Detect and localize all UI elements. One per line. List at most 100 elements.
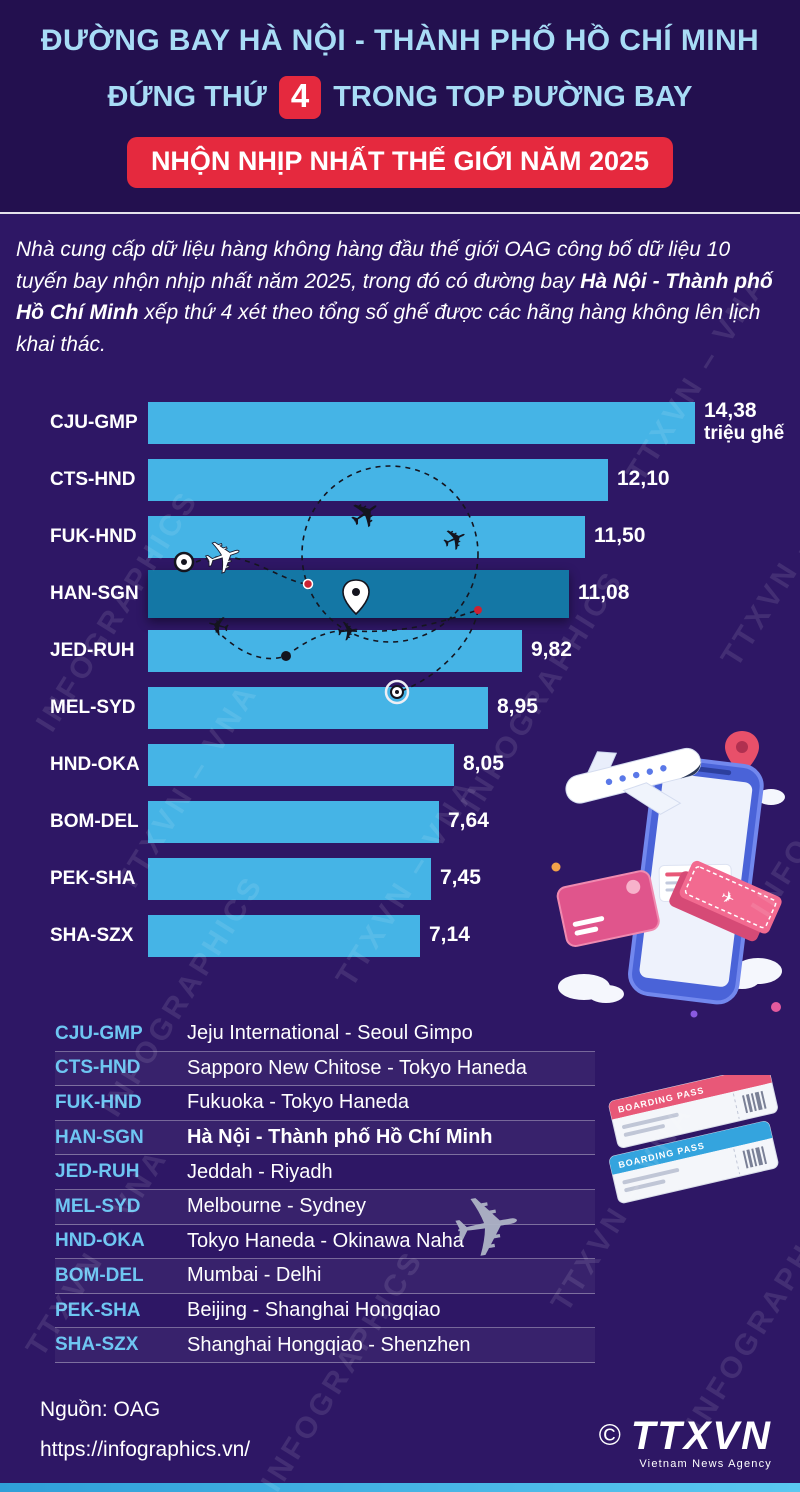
legend-row-cts-hnd: CTS-HND Sapporo New Chitose - Tokyo Haned… (55, 1051, 595, 1087)
legend-code: JED-RUH (55, 1161, 140, 1183)
bar-value: 7,45 (440, 866, 481, 890)
legend-row-sha-szx: SHA-SZX Shanghai Hongqiao - Shenzhen (55, 1328, 595, 1363)
bar-category-label: HAN-SGN (50, 582, 139, 604)
title-line2: ĐỨNG THỨ 4 TRONG TOP ĐƯỜNG BAY (10, 76, 790, 119)
bar-category-label: CTS-HND (50, 468, 136, 490)
bar-value: 14,38 triệu ghế (704, 399, 785, 445)
legend-row-han-sgn: HAN-SGN Hà Nội - Thành phố Hồ Chí Minh (55, 1120, 595, 1156)
bar-value: 7,64 (448, 809, 489, 833)
legend-row-jed-ruh: JED-RUH Jeddah - Riyadh (55, 1155, 595, 1190)
bar-track: 9,82 (148, 629, 800, 672)
intro-text-1: Nhà cung cấp dữ liệu hàng không hàng đầu… (16, 238, 731, 293)
intro-text-bold: Hà Nội - Thành phố Hồ Chí Minh (16, 269, 773, 325)
bar-rows-container: CJU-GMP 14,38 triệu ghế CTS-HND 12,10 FUK-HND… (0, 394, 800, 964)
bar-value: 11,08 (578, 581, 630, 605)
legend-rows-container: CJU-GMP Jeju International - Seoul Gimpo C… (55, 1017, 800, 1363)
agency-logo: © TTXVN Vietnam News Agency (599, 1416, 772, 1470)
bar-value: 8,05 (463, 752, 504, 776)
bar-value: 11,50 (594, 524, 646, 548)
header: ĐƯỜNG BAY HÀ NỘI - THÀNH PHỐ HỒ CHÍ MINH… (0, 0, 800, 212)
bar-track: 14,38 triệu ghế (148, 399, 800, 446)
legend-name: Fukuoka - Tokyo Haneda (187, 1091, 409, 1114)
legend-name: Sapporo New Chitose - Tokyo Haneda (187, 1056, 527, 1079)
legend-name: Tokyo Haneda - Okinawa Naha (187, 1229, 464, 1252)
legend-name: Shanghai Hongqiao - Shenzhen (187, 1333, 471, 1356)
bar-category-label: MEL-SYD (50, 696, 136, 718)
copyright-icon: © (598, 1419, 621, 1452)
legend-name: Melbourne - Sydney (187, 1195, 366, 1218)
bar-row-han-sgn: HAN-SGN 11,08 (0, 565, 800, 622)
bar-category-label: PEK-SHA (50, 867, 136, 889)
bar-row-hnd-oka: HND-OKA 8,05 (0, 736, 800, 793)
legend-name: Jeju International - Seoul Gimpo (187, 1022, 473, 1045)
route-legend: CJU-GMP Jeju International - Seoul Gimpo C… (0, 1017, 800, 1363)
title-line2-pre: ĐỨNG THỨ (107, 81, 267, 113)
footer: Nguồn: OAG https://infographics.vn/ © TT… (40, 1390, 772, 1470)
bar-row-sha-szx: SHA-SZX 7,14 (0, 907, 800, 964)
legend-row-bom-del: BOM-DEL Mumbai - Delhi (55, 1259, 595, 1294)
legend-code: CTS-HND (55, 1057, 141, 1079)
legend-name: Mumbai - Delhi (187, 1264, 322, 1287)
bar-value: 12,10 (617, 467, 670, 491)
title-line1: ĐƯỜNG BAY HÀ NỘI - THÀNH PHỐ HỒ CHÍ MINH (40, 24, 760, 57)
bar-row-pek-sha: PEK-SHA 7,45 (0, 850, 800, 907)
bar-row-bom-del: BOM-DEL 7,64 (0, 793, 800, 850)
legend-code: HND-OKA (55, 1230, 145, 1252)
bar-category-label: BOM-DEL (50, 810, 139, 832)
bar-value: 8,95 (497, 695, 538, 719)
bar-jed-ruh (148, 629, 522, 672)
bar-cts-hnd (148, 458, 608, 501)
legend-row-mel-syd: MEL-SYD Melbourne - Sydney (55, 1189, 595, 1225)
bar-category-label: CJU-GMP (50, 411, 138, 433)
unit-label: triệu ghế (704, 423, 785, 445)
legend-code: HAN-SGN (55, 1126, 144, 1148)
legend-name: Beijing - Shanghai Hongqiao (187, 1299, 441, 1322)
legend-row-fuk-hnd: FUK-HND Fukuoka - Tokyo Haneda (55, 1086, 595, 1121)
legend-code: CJU-GMP (55, 1022, 143, 1044)
dot-decoration (771, 1002, 781, 1012)
legend-code: FUK-HND (55, 1091, 142, 1113)
legend-code: BOM-DEL (55, 1264, 144, 1286)
title-line3: NHỘN NHỊP NHẤT THẾ GIỚI NĂM 2025 (126, 137, 674, 188)
bar-track: 11,50 (148, 515, 800, 558)
legend-row-cju-gmp: CJU-GMP Jeju International - Seoul Gimpo (55, 1017, 595, 1052)
intro-text-2: xếp thứ 4 xét theo tổng số ghế được các … (16, 301, 761, 356)
bar-row-cju-gmp: CJU-GMP 14,38 triệu ghế (0, 394, 800, 451)
ttxvn-logo: TTXVN (630, 1414, 772, 1458)
bar-hnd-oka (148, 743, 454, 786)
legend-row-hnd-oka: HND-OKA Tokyo Haneda - Okinawa Naha (55, 1225, 595, 1260)
legend-code: SHA-SZX (55, 1334, 139, 1356)
bar-row-mel-syd: MEL-SYD 8,95 (0, 679, 800, 736)
legend-code: MEL-SYD (55, 1195, 141, 1217)
bar-row-cts-hnd: CTS-HND 12,10 (0, 451, 800, 508)
source-block: Nguồn: OAG https://infographics.vn/ (40, 1390, 250, 1470)
bar-track: 7,45 (148, 857, 800, 900)
bar-row-fuk-hnd: FUK-HND 11,50 (0, 508, 800, 565)
bar-category-label: FUK-HND (50, 525, 137, 547)
source-text: Nguồn: OAG (40, 1398, 161, 1422)
bar-category-label: JED-RUH (50, 639, 135, 661)
bar-category-label: HND-OKA (50, 753, 140, 775)
bar-mel-syd (148, 686, 488, 729)
bar-fuk-hnd (148, 515, 585, 558)
bar-row-jed-ruh: JED-RUH 9,82 (0, 622, 800, 679)
bar-han-sgn (148, 569, 569, 618)
bar-value: 7,14 (429, 923, 470, 947)
bar-category-label: SHA-SZX (50, 924, 134, 946)
bar-bom-del (148, 800, 439, 843)
bar-track: 8,05 (148, 743, 800, 786)
legend-code: PEK-SHA (55, 1299, 141, 1321)
legend-name: Jeddah - Riyadh (187, 1160, 333, 1183)
bar-cju-gmp (148, 401, 695, 444)
bar-sha-szx (148, 914, 420, 957)
rank-badge: 4 (278, 76, 322, 119)
agency-subtitle: Vietnam News Agency (639, 1458, 772, 1470)
bar-track: 7,64 (148, 800, 800, 843)
bottom-border-strip (0, 1483, 800, 1492)
bar-value: 9,82 (531, 638, 572, 662)
bar-track: 12,10 (148, 458, 800, 501)
title-line2-post: TRONG TOP ĐƯỜNG BAY (333, 81, 693, 113)
bar-pek-sha (148, 857, 431, 900)
intro-paragraph: Nhà cung cấp dữ liệu hàng không hàng đầu… (0, 212, 800, 368)
